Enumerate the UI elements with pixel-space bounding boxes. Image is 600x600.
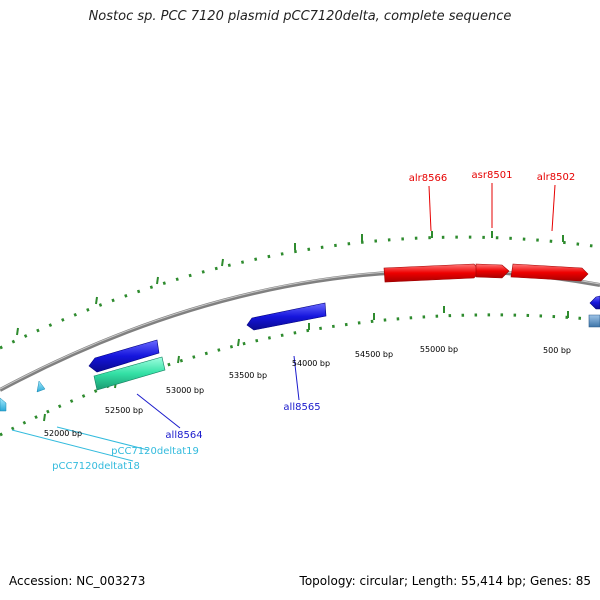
gene-label-all8564: all8564	[165, 430, 202, 441]
gene-asr8501[interactable]	[475, 263, 510, 279]
label-leaders	[11, 183, 556, 462]
inner-tick-ring	[0, 313, 600, 437]
feature-right-edge-steel[interactable]	[588, 314, 600, 328]
topology-summary: Topology: circular; Length: 55,414 bp; G…	[299, 574, 591, 588]
gene-label-alr8502: alr8502	[537, 172, 575, 183]
gene-right-edge-blue[interactable]	[589, 295, 600, 310]
scale-label-54500: 54500 bp	[355, 350, 393, 359]
trna-pCC7120deltat19[interactable]	[36, 380, 46, 393]
outer-major-ticks	[16, 231, 564, 336]
scale-label-53000: 53000 bp	[166, 386, 204, 395]
outer-tick-ring	[0, 235, 600, 350]
scale-label-52000: 52000 bp	[44, 429, 82, 438]
gene-all8564[interactable]	[88, 339, 160, 373]
gene-label-pCC7120deltat19: pCC7120deltat19	[111, 446, 199, 457]
inner-major-ticks	[43, 306, 569, 422]
gene-label-alr8566: alr8566	[409, 173, 447, 184]
scale-label-500: 500 bp	[543, 346, 571, 355]
scale-label-54000: 54000 bp	[292, 359, 330, 368]
accession-label: Accession: NC_003273	[9, 574, 146, 588]
scale-label-55000: 55000 bp	[420, 345, 458, 354]
trna-pCC7120deltat18[interactable]	[0, 397, 7, 412]
gene-label-all8565: all8565	[283, 402, 320, 413]
gene-alr8566[interactable]	[383, 263, 481, 283]
map-title: Nostoc sp. PCC 7120 plasmid pCC7120delta…	[88, 9, 512, 24]
gene-label-asr8501: asr8501	[472, 170, 513, 181]
scale-label-53500: 53500 bp	[229, 371, 267, 380]
gene-all8565[interactable]	[246, 302, 327, 331]
gene-alr8502[interactable]	[510, 263, 589, 282]
scale-label-52500: 52500 bp	[105, 406, 143, 415]
misc-feature-teal[interactable]	[93, 356, 166, 391]
plasmid-backbone	[0, 268, 600, 392]
gene-label-pCC7120deltat18: pCC7120deltat18	[52, 461, 140, 472]
